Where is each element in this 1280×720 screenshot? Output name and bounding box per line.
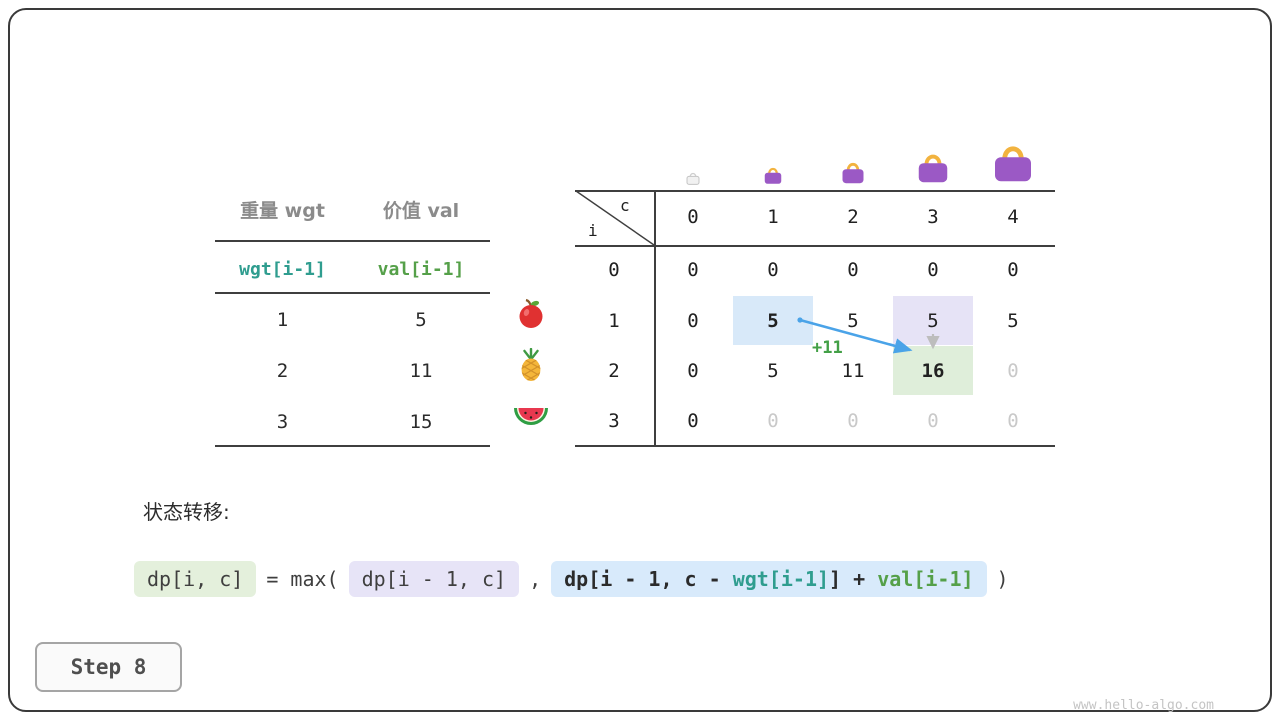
items-col-header-wgt: 重量 wgt (240, 200, 325, 222)
formula-eq-max: = max( (266, 567, 339, 591)
dp-cell: 0 (1007, 259, 1019, 281)
dp-row-header: 2 (608, 360, 620, 382)
items-formula-val: val[i-1] (377, 259, 465, 280)
dp-corner-col-var: c (620, 196, 630, 215)
dp-cell: 0 (927, 259, 939, 281)
dp-cell: 0 (847, 259, 859, 281)
items-rule-mid (215, 292, 490, 294)
dp-rule-vertical (654, 190, 656, 446)
items-rule-bottom (215, 445, 490, 447)
formula-close-paren: ) (996, 567, 1009, 591)
formula-lhs: dp[i, c] (134, 561, 257, 597)
dp-col-header: 3 (927, 206, 939, 228)
bag-icon-capacity-1 (764, 167, 782, 184)
dp-cell-current: 16 (921, 360, 945, 382)
formula-arg2-wgt: wgt[i-1] (732, 567, 830, 591)
dp-cell: 0 (687, 310, 699, 332)
dp-row-header: 0 (608, 259, 620, 281)
dp-cell: 0 (847, 410, 859, 432)
item-row-val: 15 (409, 411, 433, 433)
watermark: www.hello-algo.com (1073, 698, 1214, 713)
watermelon-icon (514, 408, 548, 425)
formula-arg2-part2: ] + (829, 567, 878, 591)
dp-cell: 0 (687, 410, 699, 432)
dp-cell: 5 (1007, 310, 1019, 332)
dp-cell: 5 (767, 360, 779, 382)
apple-icon (519, 298, 543, 328)
formula-arg2-val: val[i-1] (877, 567, 974, 591)
bag-icon-capacity-0 (686, 172, 700, 185)
dp-corner-row-var: i (588, 221, 598, 240)
bag-icon-capacity-2 (842, 162, 864, 184)
dp-row-header: 1 (608, 310, 620, 332)
transition-formula: dp[i, c] = max( dp[i - 1, c] , dp[i - 1,… (134, 561, 1009, 597)
dp-cell: 0 (1007, 360, 1019, 382)
dp-cell: 0 (927, 410, 939, 432)
item-row-wgt: 2 (276, 360, 289, 382)
dp-rule-header (575, 245, 1055, 247)
item-row-val: 5 (415, 309, 427, 331)
bag-icon-capacity-3 (918, 154, 948, 183)
dp-cell: 0 (767, 410, 779, 432)
dp-cell-above: 5 (927, 310, 939, 332)
step-badge: Step 8 (35, 642, 182, 692)
formula-arg1: dp[i - 1, c] (348, 561, 520, 597)
dp-col-header: 4 (1007, 206, 1019, 228)
dp-rule-bottom (575, 445, 1055, 447)
dp-col-header: 2 (847, 206, 859, 228)
state-transition-label: 状态转移: (143, 500, 230, 524)
dp-cell: 0 (687, 360, 699, 382)
item-row-wgt: 3 (276, 411, 289, 433)
items-rule-top (215, 240, 490, 242)
dp-cell: 0 (767, 259, 779, 281)
dp-cell-source: 5 (767, 310, 779, 332)
bag-icon-capacity-4 (995, 146, 1031, 182)
dp-cell: 11 (841, 360, 865, 382)
dp-col-header: 1 (767, 206, 779, 228)
plus-value-annotation: +11 (812, 338, 843, 358)
highlight-current-cell (893, 346, 973, 395)
items-formula-wgt: wgt[i-1] (239, 259, 326, 280)
dp-row-header: 3 (608, 410, 620, 432)
formula-comma: , (529, 567, 542, 591)
dp-col-header: 0 (687, 206, 699, 228)
dp-cell: 0 (687, 259, 699, 281)
pineapple-icon (521, 348, 541, 381)
formula-arg2: dp[i - 1, c - wgt[i-1]] + val[i-1] (551, 561, 987, 597)
dp-cell: 0 (1007, 410, 1019, 432)
item-row-wgt: 1 (276, 309, 289, 331)
items-col-header-val: 价值 val (382, 200, 460, 222)
formula-arg2-part1: dp[i - 1, c - (564, 567, 733, 591)
dp-rule-top (575, 190, 1055, 192)
item-row-val: 11 (409, 360, 433, 382)
